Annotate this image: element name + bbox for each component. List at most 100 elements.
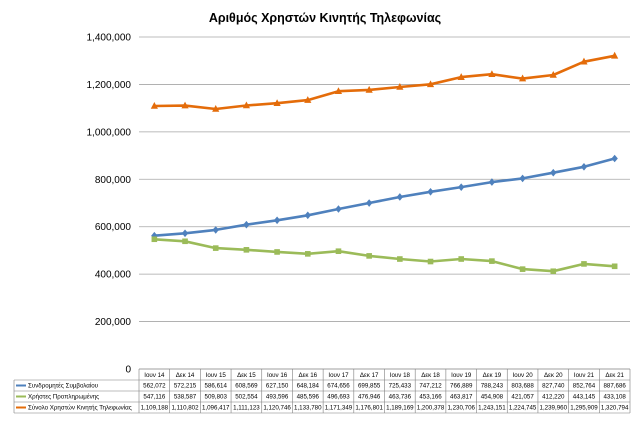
chart-title: Αριθμός Χρηστών Κινητής Τηλεφωνίας [209,11,441,25]
data-point [397,256,403,262]
x-tick-label: Ιουν 19 [451,372,472,379]
x-tick-label: Ιουν 18 [390,372,411,379]
table-cell: 803,688 [511,383,534,390]
data-point [611,154,618,163]
table-cell: 1,239,960 [540,405,568,412]
table-cell: 766,889 [450,383,473,390]
data-point [611,263,618,270]
x-tick-label: Ιουν 17 [328,372,349,379]
legend-entry: Σύνολο Χρηστών Κινητής Τηλεφωνίας [28,405,132,412]
table-cell: 463,817 [450,394,473,401]
table-cell: 1,176,801 [355,405,383,412]
table-cell: 496,693 [327,394,350,401]
y-tick-label: 1,200,000 [87,80,132,91]
data-point [304,251,311,257]
x-tick-label: Ιουν 14 [144,372,165,379]
table-cell: 627,150 [266,383,289,390]
table-cell: 502,554 [235,394,258,401]
table-cell: 725,433 [389,383,412,390]
data-point [518,74,527,82]
y-axis: 0 200,000 400,000 600,000 800,000 1,000,000 1,… [87,33,132,376]
data-point [488,70,496,77]
table-cell: 412,220 [542,394,565,401]
data-point [519,266,526,272]
data-point [212,245,219,251]
data-table: Ιουν 14 Δεκ 14 Ιουν 15 Δεκ 15 Ιουν 16 Δεκ 16 Ι… [13,368,631,414]
data-point [396,193,404,201]
data-point [243,220,250,229]
table-cell: 1,320,794 [601,405,629,412]
data-point [426,80,435,88]
table-cell: 493,596 [266,394,289,401]
table-cell: 887,686 [603,383,626,390]
table-cell: 1,171,349 [325,405,353,412]
table-cell: 1,230,706 [447,405,475,412]
y-tick-label: 0 [125,365,131,376]
data-point [334,87,343,95]
table-cell: 747,212 [419,383,442,390]
table-cell: 1,200,378 [417,405,445,412]
table-cell: 1,120,746 [263,405,291,412]
data-point [580,57,588,65]
data-point [181,229,189,238]
data-point [427,188,434,196]
data-point [274,249,280,255]
data-point [580,162,588,171]
data-point [396,82,404,90]
table-cell: 827,740 [542,383,565,390]
table-cell: 1,111,123 [233,405,260,412]
data-point [549,70,557,78]
series-line [153,238,617,273]
x-tick-label: Ιουν 16 [267,372,288,379]
table-cell: 1,096,417 [202,405,230,412]
table-cell: 852,764 [573,383,596,390]
table-cell: 421,057 [511,394,534,401]
series-markers [150,51,619,275]
data-point [427,258,434,265]
data-point [550,168,557,177]
table-cell: 586,614 [205,383,228,390]
x-tick-label: Δεκ 19 [483,372,502,379]
x-tick-label: Δεκ 21 [605,372,624,379]
table-cell: 608,569 [235,383,258,390]
legend-entry: Συνδρομητές Συμβολαίου [28,383,99,390]
series-lines [153,54,617,273]
data-point [581,261,587,267]
x-tick-label: Ιουν 21 [574,372,595,379]
data-point [366,253,372,259]
data-point [488,178,496,186]
data-point [519,174,526,183]
table-cell: 547,116 [143,394,165,401]
table-cell: 476,946 [358,394,381,401]
x-tick-label: Δεκ 17 [360,372,379,379]
y-tick-label: 1,000,000 [87,127,132,138]
table-cell: 788,243 [481,383,504,390]
legend-entry: Χρήστες Προπληρωμένης [28,394,99,401]
table-cell: 1,133,780 [294,405,322,412]
y-tick-label: 400,000 [95,270,132,281]
data-point [151,231,158,240]
table-cell: 674,656 [327,383,350,390]
data-point [611,51,619,59]
table-cell: 699,855 [358,383,381,390]
x-tick-label: Δεκ 18 [421,372,440,379]
table-cell: 509,803 [205,394,228,401]
data-point [304,96,312,103]
data-point [304,211,311,220]
x-tick-label: Ιουν 15 [206,372,227,379]
series-line [153,54,617,111]
table-cell: 433,108 [603,394,626,401]
data-point [335,248,342,255]
x-tick-label: Δεκ 14 [176,372,195,379]
data-point [242,101,251,109]
data-point [458,183,465,191]
data-point [457,73,465,80]
data-point [273,216,281,225]
data-point [243,247,250,253]
table-cell: 1,224,745 [509,405,537,412]
table-cell: 1,109,188 [141,405,169,412]
table-cell: 454,908 [481,394,504,401]
x-tick-label: Δεκ 15 [237,372,256,379]
